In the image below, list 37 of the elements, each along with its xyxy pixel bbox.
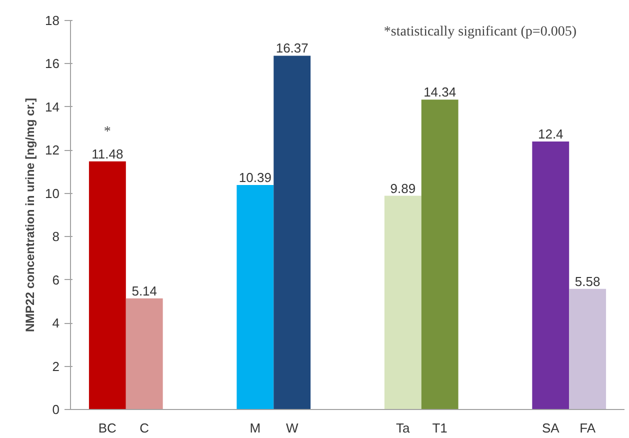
annotation: * [104,124,111,140]
bar [126,298,163,410]
y-tick-label: 6 [52,272,60,288]
data-label: 5.14 [132,283,158,298]
x-tick-label: Ta [396,420,411,436]
data-label: 10.39 [238,170,272,185]
data-label: 11.48 [92,146,124,162]
x-tick-label: BC [98,420,116,436]
bar [421,100,458,410]
annotation: *statistically significant (p=0.005) [384,24,577,40]
x-tick-label: M [250,420,261,436]
y-tick-label: 18 [45,13,60,28]
y-tick-label: 4 [52,316,60,331]
y-tick-label: 16 [45,56,60,72]
x-tick-label: SA [542,420,560,436]
x-tick-label: W [286,420,299,436]
data-label: 5.58 [574,274,600,289]
x-tick-label: FA [580,420,596,436]
bar [88,161,126,410]
bar [384,196,422,410]
y-tick-label: 10 [45,186,60,201]
y-tick-label: 12 [45,142,60,158]
y-tick-label: 8 [52,229,60,244]
bar [274,56,311,410]
data-label: 12.4 [538,126,564,142]
y-tick-label: 2 [52,358,60,374]
data-label: 9.89 [390,180,416,196]
bar [236,184,274,410]
data-label: 14.34 [424,84,456,100]
data-label: 16.37 [276,40,308,56]
bar [569,288,606,410]
x-tick-label: C [140,420,150,436]
y-tick-label: 0 [52,402,60,417]
x-tick-label: T1 [432,420,448,436]
bar [532,142,570,410]
y-tick-label: 14 [45,99,60,114]
y-axis-title: NMP22 concentration in urine [ng/mg cr.] [23,98,38,332]
